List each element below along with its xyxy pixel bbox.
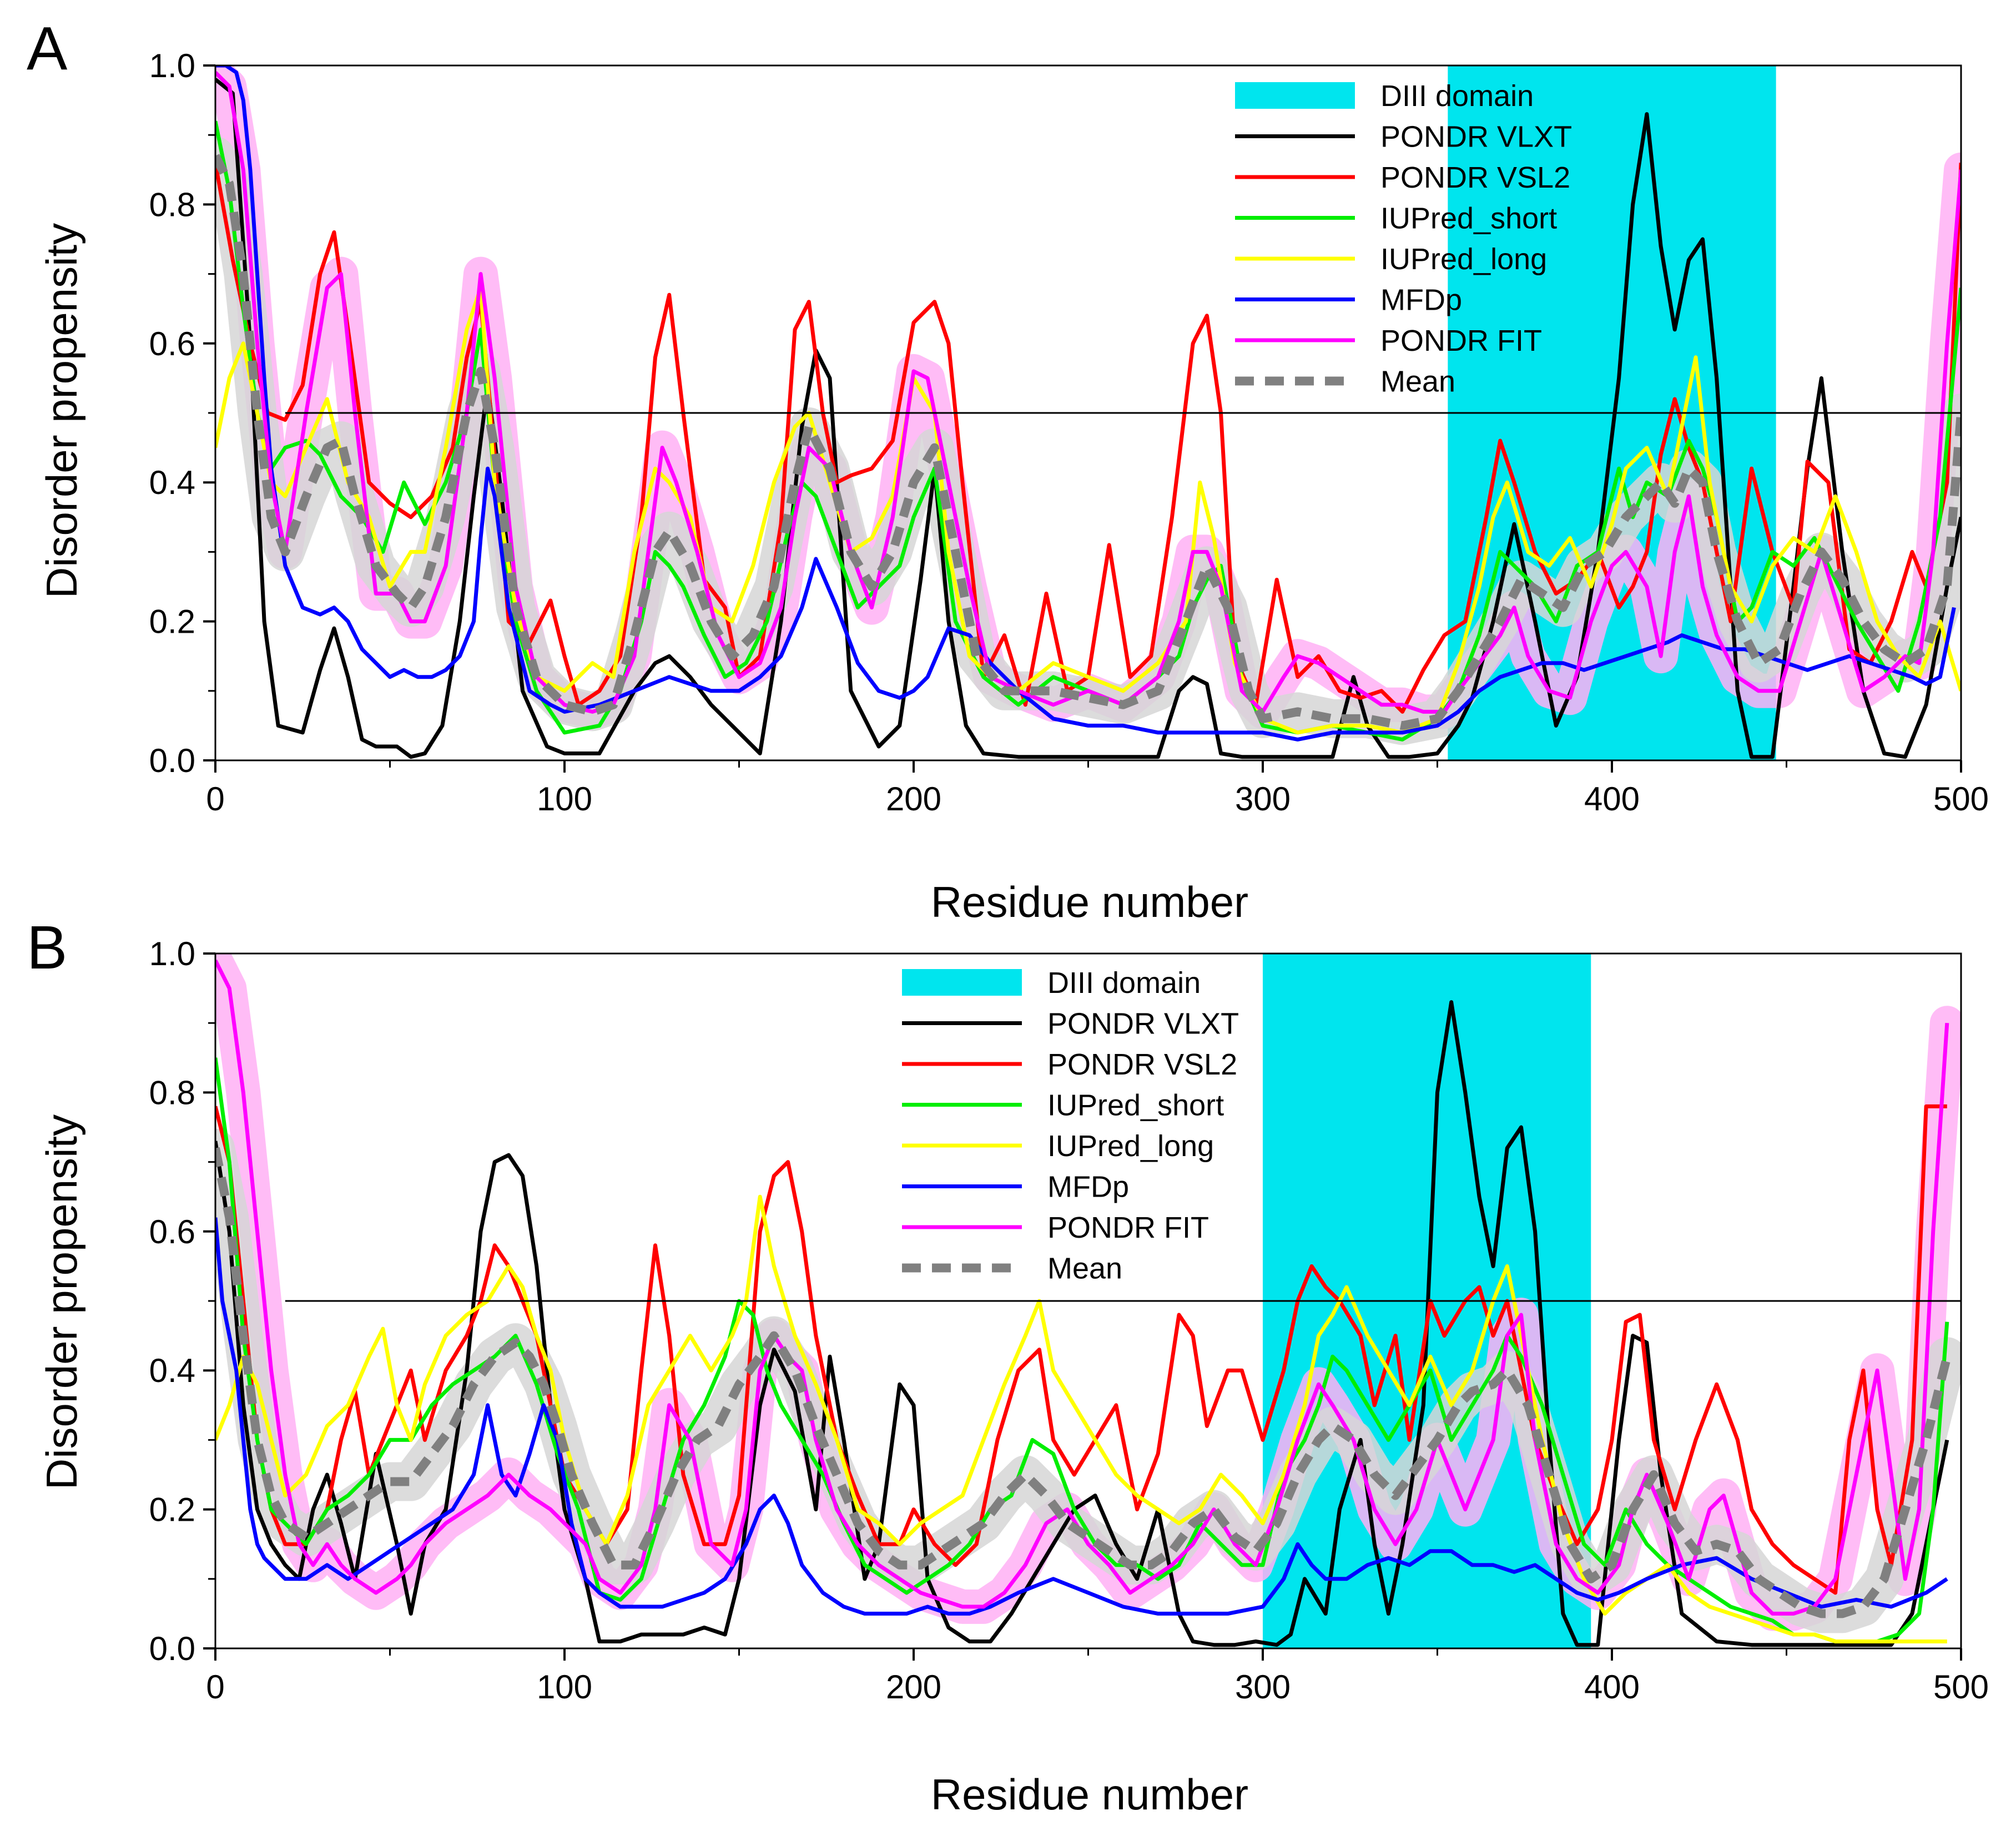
panel-a-letter: A	[27, 14, 68, 83]
panel-b-y-tick-label: 0.8	[149, 1074, 195, 1111]
panel-a-y-tick-label: 0.0	[149, 742, 195, 779]
panel-b-y-tick-label: 0.0	[149, 1630, 195, 1667]
panel-b-line-pondr-fit	[215, 959, 1949, 1616]
panel-a-line-mean	[215, 154, 1961, 730]
panel-b-legend-label-pondr-fit: PONDR FIT	[1047, 1211, 1209, 1244]
panel-a-legend: DIII domain PONDR VLXT PONDR VSL2 IUPred_sh…	[1235, 79, 1572, 398]
panel-b-x-tick-label: 400	[1584, 1668, 1640, 1706]
panel-a-x-tick-label: 0	[206, 780, 224, 818]
panel-b-letter: B	[27, 914, 67, 982]
panel-b: B Disorder propensity Residue number 0 10…	[27, 914, 1989, 1819]
panel-a-x-tick-label: 200	[886, 780, 941, 818]
panel-b-y-axis-title: Disorder propensity	[37, 1114, 86, 1490]
panel-b-x-tick-label: 0	[206, 1668, 224, 1706]
panel-a-legend-label-pondr-vsl2: PONDR VSL2	[1380, 161, 1570, 194]
panel-a-x-tick-label: 100	[537, 780, 592, 818]
panel-a-legend-label-mfdp: MFDp	[1380, 284, 1462, 317]
panel-a-y-tick-label: 0.4	[149, 464, 195, 501]
panel-b-legend-label-pondr-vlxt: PONDR VLXT	[1047, 1007, 1239, 1041]
panel-a-legend-label-iupred-long: IUPred_long	[1380, 243, 1547, 276]
panel-b-legend: DIII domain PONDR VLXT PONDR VSL2 IUPred_sh…	[902, 966, 1239, 1285]
panel-a-line-mfdp	[215, 65, 1956, 741]
panel-a-legend-label-iupred-short: IUPred_short	[1380, 202, 1557, 235]
panel-b-y-tick-label: 0.4	[149, 1352, 195, 1389]
panel-a-x-tick-label: 300	[1235, 780, 1291, 818]
panel-b-line-mfdp	[215, 1217, 1948, 1616]
panel-b-x-tick-label: 100	[537, 1668, 592, 1706]
panel-a-x-axis-title: Residue number	[931, 877, 1248, 926]
panel-a-x-tick-label: 400	[1584, 780, 1640, 818]
panel-b-legend-label-iupred-long: IUPred_long	[1047, 1129, 1214, 1163]
panel-b-legend-label-mean: Mean	[1047, 1252, 1122, 1285]
panel-b-x-tick-label: 300	[1235, 1668, 1291, 1706]
panel-b-legend-label-iupred-short: IUPred_short	[1047, 1089, 1224, 1122]
panel-b-y-tick-label: 0.6	[149, 1213, 195, 1250]
panel-b-plot-area	[215, 954, 1961, 1647]
panel-b-line-pondr-vlxt	[215, 1000, 1949, 1647]
panel-a-legend-label-mean: Mean	[1380, 365, 1455, 398]
panel-a-x-tick-label: 500	[1933, 780, 1989, 818]
panel-a-y-axis-title: Disorder propensity	[37, 223, 86, 598]
panel-b-x-tick-label: 200	[886, 1668, 941, 1706]
panel-a-legend-label-diii-domain: DIII domain	[1380, 79, 1534, 113]
panel-a-y-tick-label: 0.8	[149, 186, 195, 223]
panel-b-legend-label-mfdp: MFDp	[1047, 1171, 1129, 1204]
panel-b-legend-swatch-diii-domain	[902, 969, 1022, 996]
panel-b-x-tick-label: 500	[1933, 1668, 1989, 1706]
panel-b-y-tick-label: 0.2	[149, 1491, 195, 1529]
panel-a-plot-area	[215, 65, 1961, 759]
panel-a-legend-label-pondr-vlxt: PONDR VLXT	[1380, 120, 1572, 154]
panel-a: A Disorder propensity Residue number 0 10…	[27, 14, 1989, 926]
panel-b-legend-label-pondr-vsl2: PONDR VSL2	[1047, 1048, 1237, 1081]
panel-a-legend-label-pondr-fit: PONDR FIT	[1380, 324, 1542, 357]
panel-a-line-pondr-vlxt	[215, 78, 1961, 759]
panel-a-y-tick-label: 0.2	[149, 603, 195, 640]
panel-b-x-axis-title: Residue number	[931, 1770, 1248, 1819]
panel-b-line-mean	[215, 1147, 1952, 1618]
panel-a-y-tick-label: 1.0	[149, 47, 195, 84]
panel-a-legend-swatch-diii-domain	[1235, 82, 1355, 109]
panel-b-legend-label-diii-domain: DIII domain	[1047, 966, 1201, 1000]
panel-a-y-tick-label: 0.6	[149, 325, 195, 362]
panel-b-y-tick-label: 1.0	[149, 935, 195, 972]
